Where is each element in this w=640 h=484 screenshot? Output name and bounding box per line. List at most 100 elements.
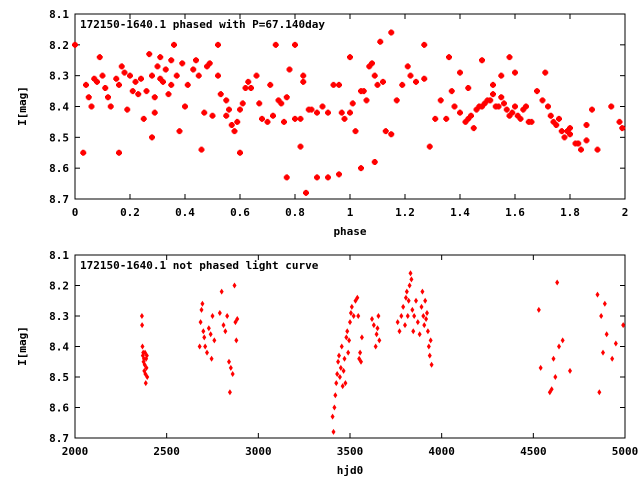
unphased-ytick-label: 8.3	[49, 310, 69, 323]
unphased-point	[198, 319, 203, 326]
unphased-point	[426, 343, 431, 350]
phased-point	[567, 125, 573, 132]
unphased-point	[348, 309, 353, 316]
phased-xtick-label: 1.6	[505, 206, 525, 219]
phased-point	[325, 174, 331, 181]
phased-plot-frame	[74, 13, 626, 200]
phased-point	[512, 69, 518, 76]
phased-point	[451, 103, 458, 110]
phased-plot-title: 172150-1640.1 phased with P=67.140day	[80, 18, 325, 31]
phased-point	[239, 100, 246, 107]
phased-point	[113, 75, 120, 82]
phased-point	[140, 115, 147, 122]
unphased-point	[604, 331, 609, 338]
unphased-point	[337, 352, 341, 359]
phased-point	[96, 54, 103, 61]
phased-point	[226, 106, 232, 113]
phased-point	[608, 103, 615, 110]
phased-point	[382, 128, 389, 135]
unphased-ytick-label: 8.7	[49, 432, 69, 445]
phased-point	[215, 41, 221, 48]
unphased-xtick-label: 3500	[337, 445, 364, 458]
unphased-point	[342, 355, 347, 362]
phased-point	[314, 109, 320, 116]
phased-point	[80, 149, 87, 156]
phased-point	[132, 78, 139, 85]
phased-point	[283, 94, 290, 101]
unphased-point	[595, 291, 600, 298]
phased-ytick-label: 8.3	[49, 70, 69, 83]
unphased-point	[230, 370, 235, 377]
phased-point	[468, 112, 474, 119]
phased-point	[558, 128, 565, 135]
phased-point	[341, 115, 348, 122]
unphased-point	[200, 300, 205, 307]
unphased-point	[429, 361, 434, 368]
phased-point	[380, 78, 386, 85]
phased-point	[264, 118, 271, 125]
unphased-point	[140, 322, 145, 329]
unphased-plot-points	[139, 270, 626, 435]
unphased-point	[417, 331, 422, 338]
phased-point	[506, 54, 513, 61]
phased-point	[575, 140, 582, 147]
unphased-point	[225, 313, 230, 319]
unphased-point	[345, 328, 350, 335]
phased-point	[231, 128, 238, 135]
phased-point	[369, 60, 375, 67]
phased-point	[162, 66, 169, 73]
phased-point	[314, 174, 320, 181]
unphased-ytick-label: 8.6	[49, 402, 69, 415]
unphased-point	[227, 358, 231, 365]
phased-point	[168, 81, 175, 88]
unphased-point	[405, 313, 410, 319]
unphased-point	[560, 337, 565, 344]
phased-point	[259, 115, 265, 122]
phased-point	[297, 143, 304, 150]
phased-point	[437, 97, 444, 104]
phased-point	[470, 125, 477, 132]
phased-point	[281, 118, 287, 125]
phased-point	[619, 125, 626, 132]
phased-point	[561, 134, 568, 141]
phased-xtick-label: 0.4	[175, 206, 195, 219]
phased-point	[377, 38, 384, 45]
phased-ytick-label: 8.1	[49, 8, 69, 21]
unphased-point	[235, 316, 240, 323]
phased-point	[432, 115, 439, 122]
phased-ytick-label: 8.5	[49, 131, 69, 144]
phased-point	[198, 146, 205, 153]
phased-point	[283, 174, 290, 181]
unphased-point	[227, 389, 232, 396]
phased-point	[223, 97, 230, 104]
unphased-point	[208, 331, 213, 338]
unphased-point	[359, 358, 363, 365]
unphased-point	[597, 389, 602, 396]
phased-point	[336, 171, 342, 178]
phased-point	[237, 149, 243, 156]
phased-point	[83, 81, 89, 88]
unphased-point	[370, 316, 374, 323]
phased-point	[523, 103, 529, 110]
unphased-point	[351, 313, 356, 319]
phased-point	[498, 94, 505, 101]
phased-point	[292, 115, 298, 122]
unphased-point	[223, 328, 228, 335]
phased-point	[371, 72, 378, 79]
phased-xtick-label: 1.2	[395, 206, 415, 219]
unphased-point	[359, 334, 364, 341]
phased-point	[184, 81, 191, 88]
unphased-point	[613, 340, 618, 347]
phased-point	[151, 94, 158, 101]
unphased-plot: 172150-1640.1 not phased light curve hjd…	[16, 249, 638, 477]
phased-point	[127, 72, 133, 79]
unphased-point	[414, 297, 418, 304]
phased-point	[308, 106, 315, 113]
phased-plot: 172150-1640.1 phased with P=67.140day ph…	[16, 8, 628, 238]
phased-point	[129, 88, 136, 95]
unphased-point	[415, 319, 420, 326]
phased-point	[234, 118, 241, 125]
unphased-point	[340, 383, 345, 390]
phased-plot-xlabel: phase	[333, 225, 366, 238]
